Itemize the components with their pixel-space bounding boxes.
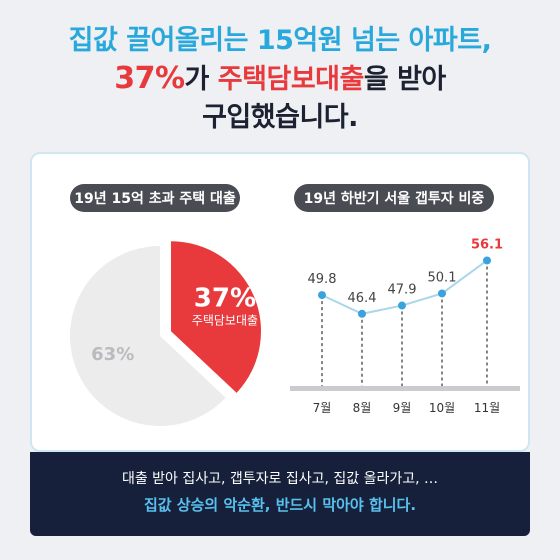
pie-slice-1 (70, 246, 226, 426)
headline-line-2: 37%가 주택담보대출을 받아 (0, 60, 560, 99)
pie-slice-label-name: 주택담보대출 (192, 314, 258, 328)
footer-line-2: 집값 상승의 악순환, 반드시 막아야 합니다. (143, 496, 417, 514)
line-chart: 49.8 7월 46.4 8월 47.9 9월 50.1 10월 56.1 11월 (290, 237, 520, 415)
data-label-4: 56.1 (471, 237, 503, 252)
headline-text-c: 을 받아 (363, 64, 446, 95)
data-label-0: 49.8 (308, 272, 337, 287)
headline-line-1: 집값 끌어올리는 15억원 넘는 아파트, (68, 25, 492, 56)
pie-slice-label-other: 63% (91, 344, 134, 365)
data-point-3 (438, 289, 446, 298)
x-tick-3: 10월 (429, 401, 455, 415)
x-tick-0: 7월 (313, 401, 332, 415)
x-tick-4: 11월 (474, 401, 500, 415)
pie-slice-0 (171, 241, 262, 393)
footer-line-1: 대출 받아 집사고, 갭투자로 집사고, 집값 올라가고, … (121, 471, 439, 487)
data-label-2: 47.9 (388, 283, 417, 298)
footer-banner: 대출 받아 집사고, 갭투자로 집사고, 집값 올라가고, … 집값 상승의 악… (30, 452, 530, 536)
line-chart-title: 19년 하반기 서울 갭투자 비중 (294, 184, 494, 212)
data-label-1: 46.4 (348, 291, 377, 306)
headline-text-a: 가 (184, 64, 218, 95)
headline-loan-text: 주택담보대출 (217, 64, 365, 95)
headline-percent: 37% (114, 61, 185, 96)
x-tick-2: 9월 (393, 401, 412, 415)
data-point-2 (398, 301, 406, 310)
pie-chart: 37%주택담보대출 63% (70, 241, 262, 426)
pie-slice-label-value: 37% (194, 284, 256, 314)
headline-line-3: 구입했습니다. (202, 102, 358, 133)
chart-card: 19년 15억 초과 주택 대출 19년 하반기 서울 갭투자 비중 37% 주택… (30, 152, 530, 452)
headline: 집값 끌어올리는 15억원 넘는 아파트, 37%가 주택담보대출을 받아 구입… (0, 22, 560, 137)
data-point-1 (358, 309, 366, 318)
x-tick-1: 8월 (353, 401, 372, 415)
data-label-3: 50.1 (428, 270, 457, 285)
data-point-0 (318, 291, 326, 300)
x-axis-line (290, 386, 520, 391)
pie-chart-title: 19년 15억 초과 주택 대출 (70, 184, 240, 212)
data-point-4 (483, 256, 491, 265)
